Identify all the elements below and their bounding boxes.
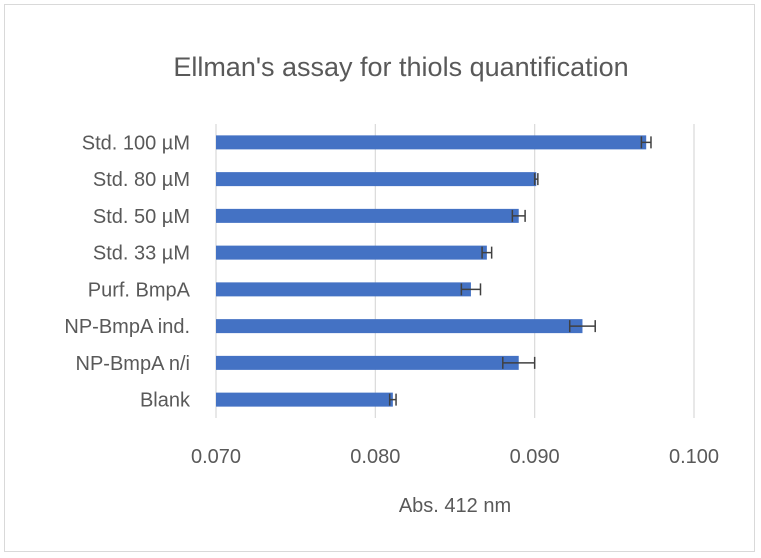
- category-label: Std. 100 µM: [82, 132, 190, 154]
- category-label: NP-BmpA n/i: [76, 353, 190, 375]
- category-labels: Std. 100 µM Std. 80 µM Std. 50 µM Std. 33 µ…: [64, 132, 191, 411]
- tick-labels: 0.070 0.080 0.090 0.100: [191, 446, 719, 468]
- gridlines: [215, 124, 695, 418]
- error-bar: [481, 246, 493, 259]
- bar: [216, 392, 393, 407]
- error-bar: [460, 283, 482, 296]
- error-bar: [533, 173, 539, 186]
- category-label: Std. 50 µM: [93, 206, 190, 228]
- x-tick-label: 0.090: [510, 446, 560, 468]
- chart-title: Ellman's assay for thiols quantification: [173, 52, 628, 82]
- chart-frame: [4, 4, 755, 552]
- error-bar: [640, 136, 652, 149]
- category-label: NP-BmpA ind.: [64, 316, 190, 338]
- error-bar: [568, 320, 596, 333]
- category-label: Std. 33 µM: [93, 243, 190, 265]
- error-bar: [388, 393, 397, 406]
- bar: [216, 135, 647, 150]
- bars: [216, 135, 647, 407]
- bar: [216, 245, 487, 260]
- x-axis-title: Abs. 412 nm: [399, 495, 511, 517]
- x-tick-label: 0.070: [191, 446, 241, 468]
- x-tick-label: 0.100: [669, 446, 719, 468]
- category-label: Blank: [140, 390, 191, 412]
- x-tick-label: 0.080: [350, 446, 400, 468]
- category-label: Purf. BmpA: [88, 279, 191, 301]
- error-bars: [388, 136, 652, 406]
- bar: [216, 282, 471, 297]
- bar: [216, 208, 519, 223]
- bar: [216, 355, 519, 370]
- error-bar: [502, 356, 536, 369]
- category-label: Std. 80 µM: [93, 169, 190, 191]
- bar: [216, 172, 537, 187]
- bar: [216, 319, 583, 334]
- error-bar: [511, 209, 526, 222]
